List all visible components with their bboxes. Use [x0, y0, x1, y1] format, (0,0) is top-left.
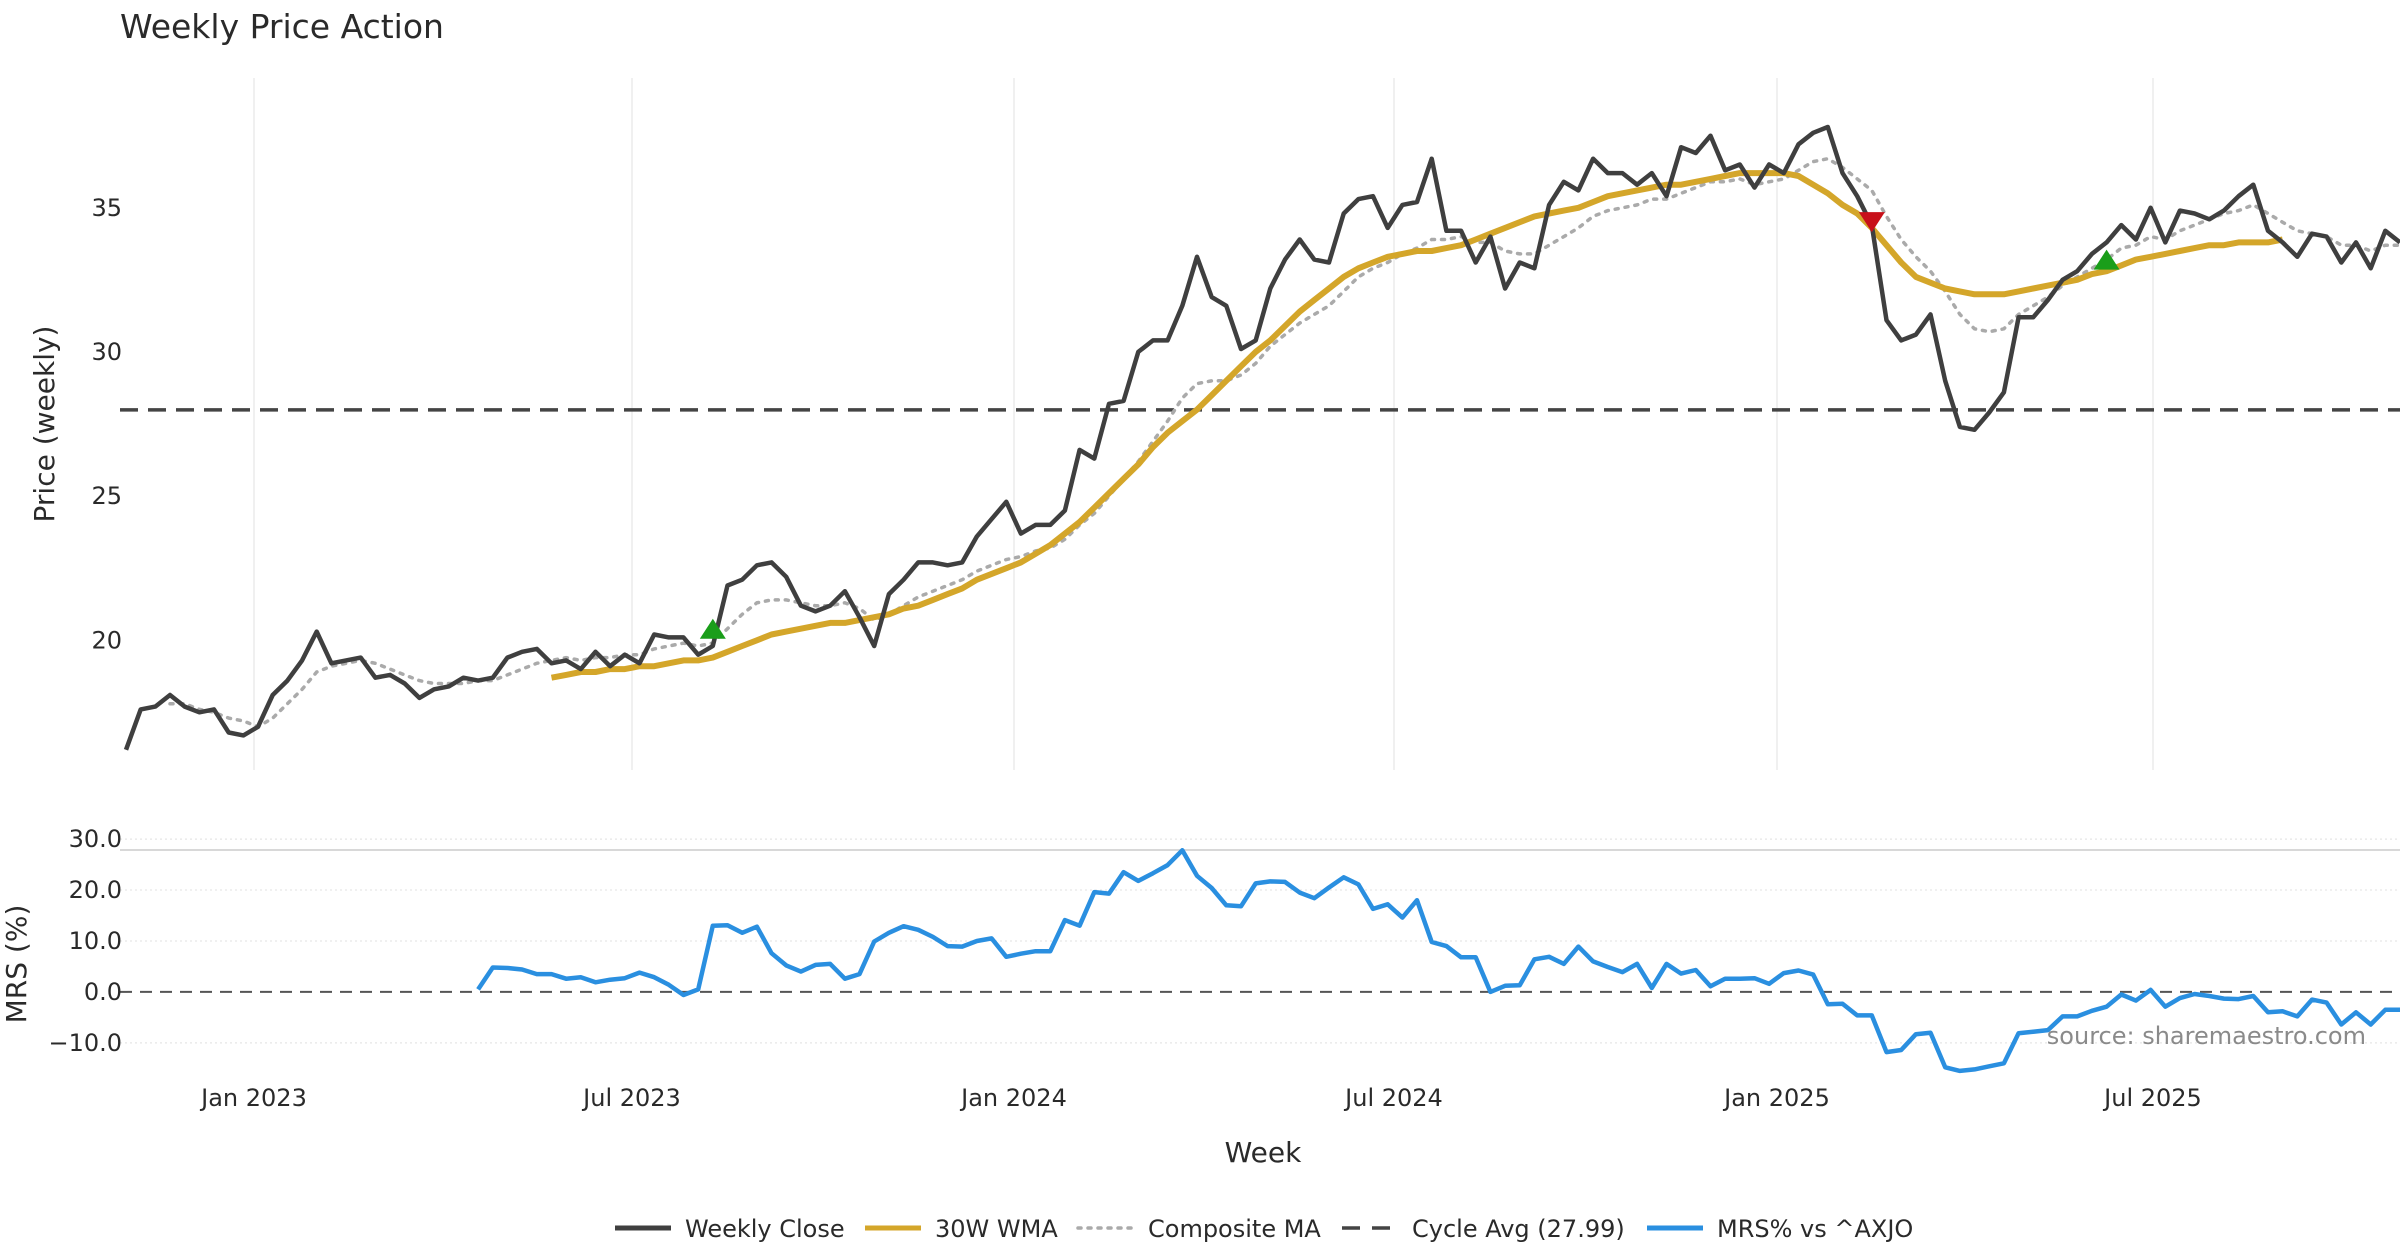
- composite-ma-line: [168, 156, 2400, 729]
- source-note: source: sharemaestro.com: [2047, 1022, 2366, 1050]
- mrs-series: [476, 848, 2400, 1074]
- legend: Weekly Close 30W WMA Composite MA Cycle Avg…: [615, 1215, 1913, 1243]
- mrs-line: [476, 848, 2400, 1074]
- x-axis-label: Week: [1225, 1136, 1302, 1169]
- weekly-close-line: [123, 124, 2400, 751]
- price-panel: 20 25 30 35 Price (weekly): [28, 78, 2400, 770]
- legend-item-composite: Composite MA: [1076, 1215, 1321, 1243]
- mrs-grid: [120, 838, 2400, 1044]
- x-tick-label: Jul 2023: [581, 1084, 681, 1112]
- mrs-panel: −10.0 0.0 10.0 20.0 30.0 MRS (%) source: sha…: [0, 825, 2400, 1074]
- buy-signal-marker: [699, 618, 726, 639]
- price-series: [120, 124, 2400, 751]
- legend-item-cycle: Cycle Avg (27.99): [1342, 1215, 1625, 1243]
- price-y-tick-label: 20: [91, 626, 122, 654]
- price-y-tick-label: 30: [91, 338, 122, 366]
- legend-label-cycle: Cycle Avg (27.99): [1412, 1215, 1625, 1243]
- legend-label-wma: 30W WMA: [935, 1215, 1058, 1243]
- legend-item-mrs: MRS% vs ^AXJO: [1647, 1215, 1913, 1243]
- signal-markers: [699, 212, 2120, 639]
- mrs-y-axis-label: MRS (%): [0, 905, 33, 1024]
- x-tick-label: Jul 2024: [1343, 1084, 1443, 1112]
- mrs-y-ticks: −10.0 0.0 10.0 20.0 30.0: [48, 825, 122, 1057]
- mrs-y-tick-label: −10.0: [48, 1029, 122, 1057]
- legend-label-close: Weekly Close: [685, 1215, 845, 1243]
- mrs-y-tick-label: 30.0: [69, 825, 122, 853]
- legend-label-mrs: MRS% vs ^AXJO: [1717, 1215, 1913, 1243]
- mrs-y-tick-label: 20.0: [69, 876, 122, 904]
- mrs-y-tick-label: 0.0: [84, 978, 122, 1006]
- legend-label-composite: Composite MA: [1148, 1215, 1321, 1243]
- price-grid: [253, 78, 2154, 770]
- x-tick-label: Jan 2023: [199, 1084, 307, 1112]
- chart-title: Weekly Price Action: [120, 7, 444, 46]
- price-y-tick-label: 35: [91, 194, 122, 222]
- mrs-y-tick-label: 10.0: [69, 927, 122, 955]
- legend-item-wma: 30W WMA: [865, 1215, 1058, 1243]
- x-tick-label: Jul 2025: [2102, 1084, 2202, 1112]
- price-y-ticks: 20 25 30 35: [91, 194, 122, 654]
- price-y-tick-label: 25: [91, 482, 122, 510]
- sell-signal-marker: [1858, 212, 1885, 233]
- x-tick-label: Jan 2024: [959, 1084, 1067, 1112]
- x-axis-ticks: Jan 2023 Jul 2023 Jan 2024 Jul 2024 Jan 2025…: [199, 1084, 2202, 1112]
- price-y-axis-label: Price (weekly): [28, 326, 61, 523]
- x-tick-label: Jan 2025: [1722, 1084, 1830, 1112]
- buy-signal-marker: [2093, 249, 2120, 270]
- wma-30w-line: [550, 170, 2284, 681]
- legend-item-close: Weekly Close: [615, 1215, 845, 1243]
